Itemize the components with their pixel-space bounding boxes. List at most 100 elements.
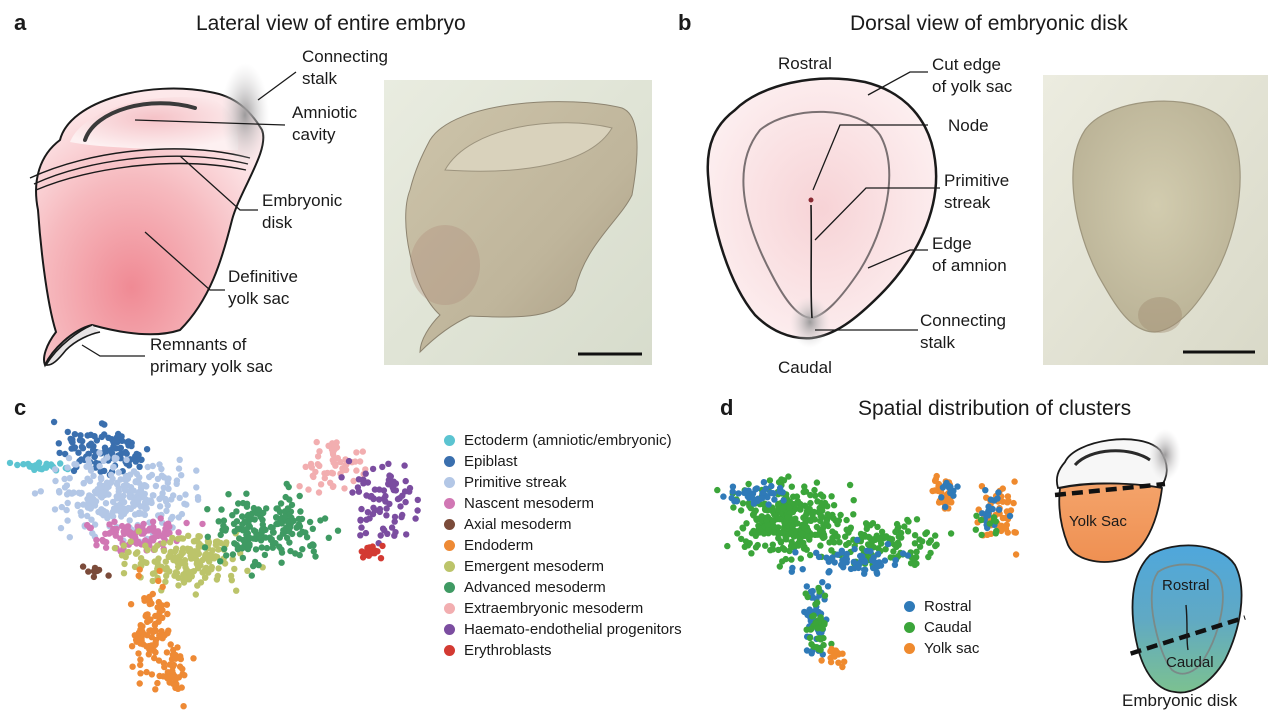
cluster-point xyxy=(111,518,118,525)
cluster-point xyxy=(1007,507,1015,514)
legend-d-item: Caudal xyxy=(904,617,979,638)
panel-letter-b: b xyxy=(678,10,692,35)
cluster-point xyxy=(809,613,816,620)
cluster-point xyxy=(850,511,857,518)
cluster-point xyxy=(779,489,786,496)
cluster-point xyxy=(788,530,795,537)
label-connecting-stalk-b: Connecting stalk xyxy=(920,311,1007,352)
label-node: Node xyxy=(948,116,989,135)
cluster-point xyxy=(402,498,409,506)
cluster-point xyxy=(176,557,183,564)
cluster-point xyxy=(128,643,136,650)
cluster-point xyxy=(724,542,731,550)
cluster-point xyxy=(50,418,58,426)
cluster-point xyxy=(770,523,777,530)
cluster-point xyxy=(299,546,306,553)
cluster-point xyxy=(369,543,376,550)
cluster-point xyxy=(88,516,95,523)
cluster-point xyxy=(743,520,750,527)
cluster-point xyxy=(93,536,100,544)
cluster-point xyxy=(985,512,992,519)
cluster-point xyxy=(841,658,848,665)
cluster-point xyxy=(6,459,14,467)
cluster-point xyxy=(397,503,404,510)
cluster-point xyxy=(890,548,897,555)
cluster-point xyxy=(912,559,919,566)
cluster-point xyxy=(80,501,87,508)
cluster-point xyxy=(892,557,899,564)
cluster-point xyxy=(735,490,742,497)
cluster-point xyxy=(305,486,312,493)
legend-c-item: Ectoderm (amniotic/embryonic) xyxy=(444,430,682,451)
cluster-point xyxy=(327,479,334,486)
cluster-point xyxy=(162,558,169,565)
cluster-point xyxy=(71,431,79,438)
cluster-point xyxy=(814,599,821,606)
cluster-point xyxy=(375,496,383,503)
cluster-point xyxy=(999,498,1006,505)
cluster-point xyxy=(296,531,304,538)
cluster-point xyxy=(122,477,129,484)
cluster-point xyxy=(995,489,1002,496)
cluster-point xyxy=(402,477,409,485)
cluster-point xyxy=(126,517,133,524)
cluster-point xyxy=(797,506,804,513)
cluster-point xyxy=(158,493,166,500)
cluster-point xyxy=(35,461,42,468)
cluster-point xyxy=(369,465,377,473)
cluster-point xyxy=(152,482,160,490)
cluster-point xyxy=(193,484,200,491)
cluster-point xyxy=(166,553,174,560)
cluster-point xyxy=(804,505,811,512)
cluster-point xyxy=(297,508,304,515)
cluster-point xyxy=(131,563,139,571)
cluster-point xyxy=(776,516,784,523)
cluster-point xyxy=(149,492,157,499)
cluster-point xyxy=(233,508,240,515)
cluster-point xyxy=(777,538,784,545)
legend-swatch xyxy=(444,456,455,467)
cluster-point xyxy=(221,545,228,553)
cluster-point xyxy=(276,518,284,526)
cluster-point xyxy=(788,483,795,490)
cluster-point xyxy=(315,489,323,496)
cluster-point xyxy=(278,549,286,556)
cluster-point xyxy=(241,518,248,525)
cluster-point xyxy=(101,444,109,451)
cluster-point xyxy=(163,572,170,579)
cluster-point xyxy=(26,463,33,470)
cluster-point xyxy=(353,449,360,456)
cluster-point xyxy=(817,499,825,506)
cluster-point xyxy=(180,703,187,710)
cluster-point xyxy=(100,512,107,519)
panel-b-title: Dorsal view of embryonic disk xyxy=(850,12,1128,35)
cluster-point xyxy=(84,501,92,509)
cluster-point xyxy=(899,550,907,557)
cluster-point xyxy=(821,592,829,599)
cluster-point xyxy=(309,525,316,532)
cluster-point xyxy=(98,420,106,427)
legend-d: Rostral Caudal Yolk sac xyxy=(904,596,979,659)
legend-c-item: Nascent mesoderm xyxy=(444,493,682,514)
cluster-point xyxy=(362,470,369,477)
legend-swatch xyxy=(444,603,455,614)
cluster-point xyxy=(799,530,806,538)
cluster-point xyxy=(947,489,954,497)
cluster-point xyxy=(152,686,159,693)
cluster-point xyxy=(92,498,100,505)
cluster-point xyxy=(783,536,790,543)
cluster-point xyxy=(911,540,919,547)
cluster-point xyxy=(814,625,821,632)
cluster-point xyxy=(859,553,866,560)
cluster-point xyxy=(776,529,784,537)
cluster-point xyxy=(252,546,260,553)
cluster-point xyxy=(780,497,787,504)
cluster-point xyxy=(74,502,81,510)
cluster-point xyxy=(174,563,182,571)
cluster-point xyxy=(325,534,332,541)
cluster-point xyxy=(836,539,843,546)
cluster-point xyxy=(239,527,246,534)
cluster-point xyxy=(136,680,143,687)
cluster-point xyxy=(105,572,112,579)
cluster-point xyxy=(294,523,301,531)
